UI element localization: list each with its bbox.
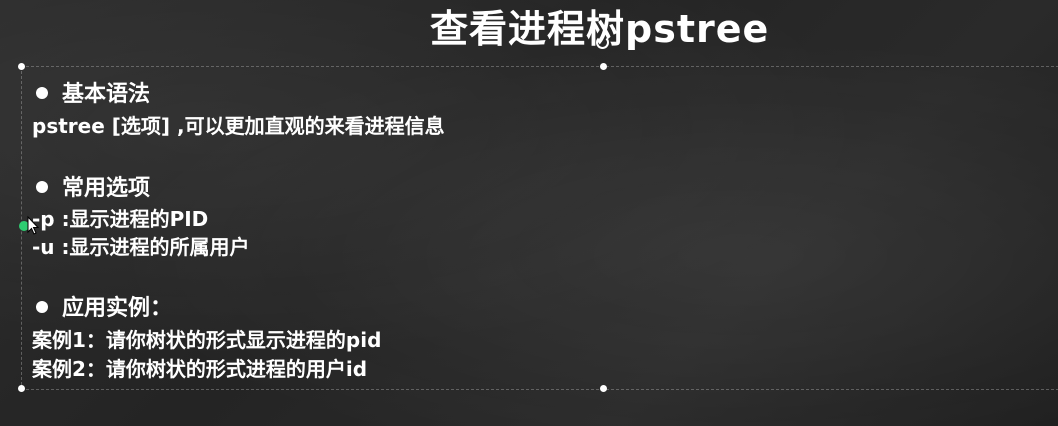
syntax-line: pstree [选项] ,可以更加直观的来看进程信息 xyxy=(32,114,445,138)
example-line-2: 案例2：请你树状的形式进程的用户id xyxy=(32,357,368,381)
option-line-p: -p :显示进程的PID xyxy=(32,207,209,231)
section-heading-syntax: 基本语法 xyxy=(36,76,150,108)
pointer-cursor-icon xyxy=(19,215,40,235)
bullet-icon xyxy=(36,181,48,193)
resize-handle-top-middle[interactable] xyxy=(600,63,607,70)
rotate-handle-icon[interactable] xyxy=(596,36,609,49)
bullet-icon xyxy=(36,87,48,99)
example-line-1: 案例1：请你树状的形式显示进程的pid xyxy=(32,328,382,352)
option-line-u: -u :显示进程的所属用户 xyxy=(32,235,250,259)
bullet-icon xyxy=(36,301,48,313)
resize-handle-top-left[interactable] xyxy=(18,63,25,70)
resize-handle-bottom-middle[interactable] xyxy=(600,385,607,392)
section-heading-examples: 应用实例： xyxy=(36,290,172,322)
resize-handle-bottom-left[interactable] xyxy=(18,385,25,392)
section-heading-options: 常用选项 xyxy=(36,170,150,202)
